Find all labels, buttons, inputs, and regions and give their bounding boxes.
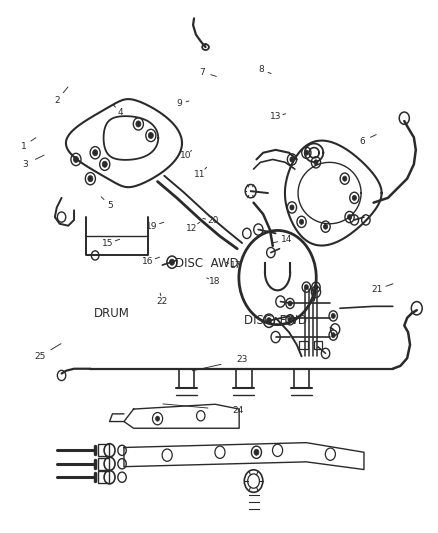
- Circle shape: [331, 313, 336, 319]
- Bar: [98, 471, 109, 483]
- Text: 23: 23: [237, 355, 248, 364]
- Text: DISC  AWD: DISC AWD: [174, 257, 238, 270]
- Circle shape: [288, 317, 292, 322]
- Text: 5: 5: [107, 200, 113, 209]
- Text: DRUM: DRUM: [94, 307, 130, 320]
- Circle shape: [314, 160, 318, 165]
- Circle shape: [290, 157, 294, 162]
- Bar: [98, 444, 109, 456]
- Text: 14: 14: [281, 236, 292, 245]
- Text: 11: 11: [194, 170, 206, 179]
- Text: 16: 16: [142, 257, 153, 266]
- Circle shape: [304, 285, 308, 290]
- Text: 7: 7: [199, 68, 205, 77]
- Text: 3: 3: [23, 160, 28, 168]
- Circle shape: [331, 333, 336, 338]
- Text: 24: 24: [232, 406, 244, 415]
- Circle shape: [323, 224, 328, 229]
- Text: 17: 17: [230, 261, 242, 270]
- Bar: [98, 458, 109, 470]
- Text: 15: 15: [102, 239, 113, 248]
- Circle shape: [155, 416, 160, 421]
- Text: 6: 6: [359, 136, 365, 146]
- Circle shape: [300, 219, 304, 224]
- Text: 4: 4: [117, 109, 123, 117]
- Text: 12: 12: [186, 224, 198, 232]
- Text: 8: 8: [258, 65, 264, 74]
- Circle shape: [290, 205, 294, 210]
- Text: 13: 13: [270, 112, 282, 121]
- Circle shape: [254, 449, 259, 455]
- Circle shape: [74, 156, 78, 163]
- Text: 1: 1: [21, 142, 26, 151]
- Circle shape: [136, 121, 141, 127]
- Circle shape: [102, 161, 107, 167]
- Circle shape: [170, 259, 174, 265]
- Bar: [299, 341, 307, 349]
- Circle shape: [343, 176, 347, 181]
- Circle shape: [93, 150, 98, 156]
- Text: 20: 20: [207, 216, 219, 225]
- Text: 25: 25: [35, 352, 46, 360]
- Circle shape: [304, 150, 308, 155]
- Circle shape: [352, 195, 357, 200]
- Bar: [314, 341, 322, 349]
- Circle shape: [148, 132, 153, 139]
- Text: 10: 10: [180, 151, 191, 160]
- Circle shape: [347, 214, 352, 220]
- Text: DISC  FWD: DISC FWD: [244, 314, 307, 327]
- Circle shape: [88, 175, 93, 182]
- Text: 9: 9: [176, 99, 182, 108]
- Circle shape: [266, 318, 272, 324]
- Text: 18: 18: [209, 277, 221, 286]
- Circle shape: [314, 285, 318, 290]
- Text: 2: 2: [54, 96, 60, 104]
- Circle shape: [288, 301, 292, 306]
- Text: 21: 21: [371, 285, 382, 294]
- Text: 19: 19: [146, 222, 158, 231]
- Text: 22: 22: [157, 297, 168, 306]
